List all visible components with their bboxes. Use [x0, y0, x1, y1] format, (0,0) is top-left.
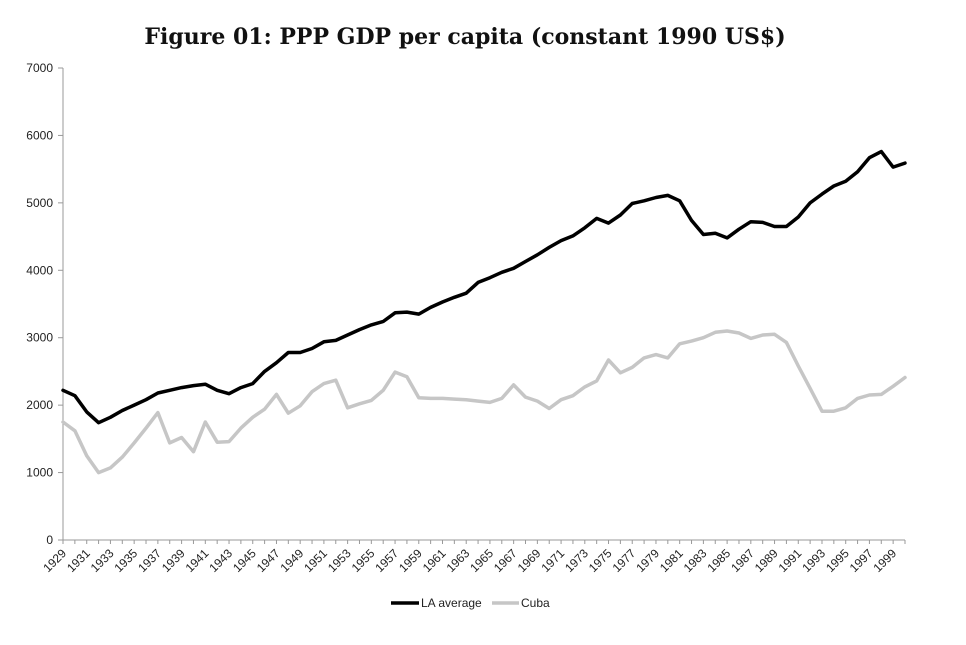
- x-tick-label: 1981: [657, 546, 686, 575]
- x-tick-label: 1939: [159, 546, 188, 575]
- legend-label-cuba: Cuba: [521, 596, 550, 610]
- x-tick-label: 1989: [752, 546, 781, 575]
- x-tick-label: 1975: [586, 546, 615, 575]
- x-tick-label: 1971: [538, 546, 567, 575]
- y-tick-label: 4000: [26, 263, 53, 277]
- x-tick-label: 1977: [610, 546, 639, 575]
- x-tick-label: 1949: [278, 546, 307, 575]
- x-tick-label: 1987: [728, 546, 757, 575]
- x-tick-label: 1945: [230, 546, 259, 575]
- y-tick-label: 1000: [26, 466, 53, 480]
- x-tick-label: 1967: [491, 546, 520, 575]
- x-tick-label: 1959: [396, 546, 425, 575]
- legend: LA average Cuba: [391, 596, 550, 610]
- x-tick-label: 1941: [183, 546, 212, 575]
- x-tick-label: 1991: [776, 546, 805, 575]
- y-tick-label: 0: [46, 533, 53, 547]
- x-tick-label: 1957: [372, 546, 401, 575]
- y-tick-label: 5000: [26, 196, 53, 210]
- x-tick-label: 1935: [111, 546, 140, 575]
- series-line-la-average: [61, 149, 907, 425]
- x-tick-label: 1931: [64, 546, 93, 575]
- x-tick-label: 1965: [467, 546, 496, 575]
- x-tick-label: 1947: [254, 546, 283, 575]
- x-tick-label: 1937: [135, 546, 164, 575]
- x-tick-label: 1961: [420, 546, 449, 575]
- x-tick-label: 1983: [681, 546, 710, 575]
- x-tick-label: 1999: [870, 546, 899, 575]
- x-tick-label: 1953: [325, 546, 354, 575]
- y-tick-label: 2000: [26, 398, 53, 412]
- x-tick-label: 1955: [349, 546, 378, 575]
- x-tick-label: 1943: [206, 546, 235, 575]
- x-tick-label: 1997: [847, 546, 876, 575]
- y-axis-ticks: 0 1000 2000 3000 4000 5000 6000 7000: [26, 61, 63, 547]
- x-tick-label: 1951: [301, 546, 330, 575]
- x-tick-label: 1973: [562, 546, 591, 575]
- x-tick-label: 1979: [633, 546, 662, 575]
- y-tick-label: 3000: [26, 331, 53, 345]
- x-tick-label: 1995: [823, 546, 852, 575]
- series-line-cuba: [61, 329, 907, 475]
- y-tick-label: 6000: [26, 128, 53, 142]
- x-tick-label: 1929: [40, 546, 69, 575]
- legend-label-la-average: LA average: [421, 596, 482, 610]
- x-tick-label: 1963: [444, 546, 473, 575]
- series-lines: [61, 149, 907, 475]
- x-tick-label: 1993: [799, 546, 828, 575]
- x-tick-label: 1969: [515, 546, 544, 575]
- x-tick-label: 1933: [88, 546, 117, 575]
- y-tick-label: 7000: [26, 61, 53, 75]
- x-tick-label: 1985: [704, 546, 733, 575]
- chart-title: Figure 01: PPP GDP per capita (constant …: [144, 24, 785, 50]
- axes: [62, 68, 905, 541]
- x-axis-ticks: 1929193119331935193719391941194319451947…: [40, 540, 906, 575]
